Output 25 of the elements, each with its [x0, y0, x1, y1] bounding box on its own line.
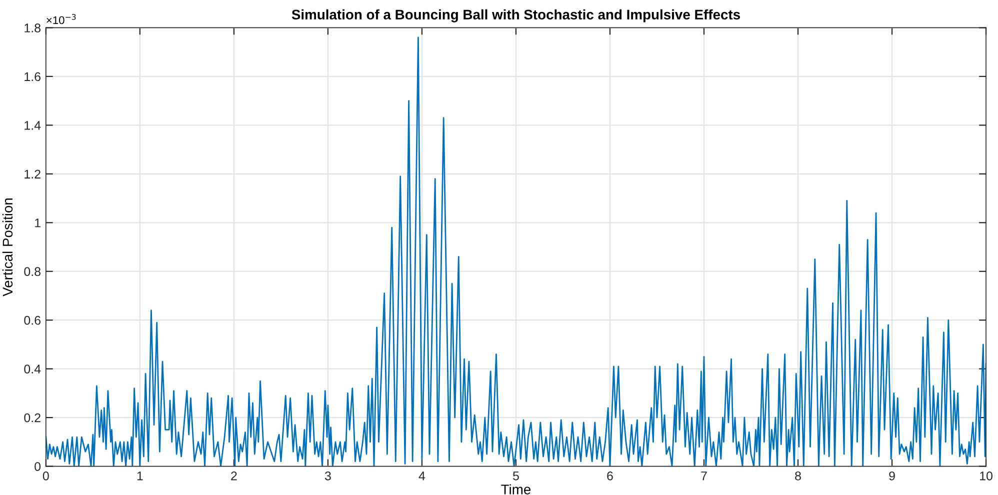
x-tick-label: 4 [418, 472, 426, 480]
x-axis-title: Time [501, 484, 531, 494]
chart-title: Simulation of a Bouncing Ball with Stochastic and Impulsive Effects [292, 9, 740, 22]
x-tick-label: 5 [512, 472, 519, 480]
x-tick-label: 0 [42, 471, 49, 480]
x-tick-label: 3 [324, 471, 331, 480]
y-tick-label: 0.6 [24, 316, 40, 325]
text: ×10$^{−3}$ [46, 14, 76, 24]
y-tick-label: 1 [35, 218, 40, 228]
y-tick-label: 0.2 [24, 413, 40, 422]
y-tick-label: 1.8 [24, 24, 41, 32]
y-tick-label: 0.8 [24, 267, 41, 276]
y-tick-label: 1.2 [24, 170, 40, 178]
x-tick-label: 8 [795, 471, 801, 480]
x-tick-label: 2 [231, 471, 237, 480]
y-axis-title: Vertical Position [2, 198, 13, 296]
x-tick-label: 9 [889, 471, 895, 480]
y-tick-label: 0 [34, 462, 41, 471]
x-tick-label: 6 [607, 471, 613, 480]
x-tick-label: 10 [980, 471, 992, 480]
y-tick-label: 1.4 [24, 121, 41, 130]
x-tick-label: 1 [137, 472, 143, 480]
y-tick-label: 1.6 [24, 72, 40, 82]
x-tick-label: 7 [701, 472, 707, 480]
y-tick-label: 0.4 [24, 364, 41, 374]
